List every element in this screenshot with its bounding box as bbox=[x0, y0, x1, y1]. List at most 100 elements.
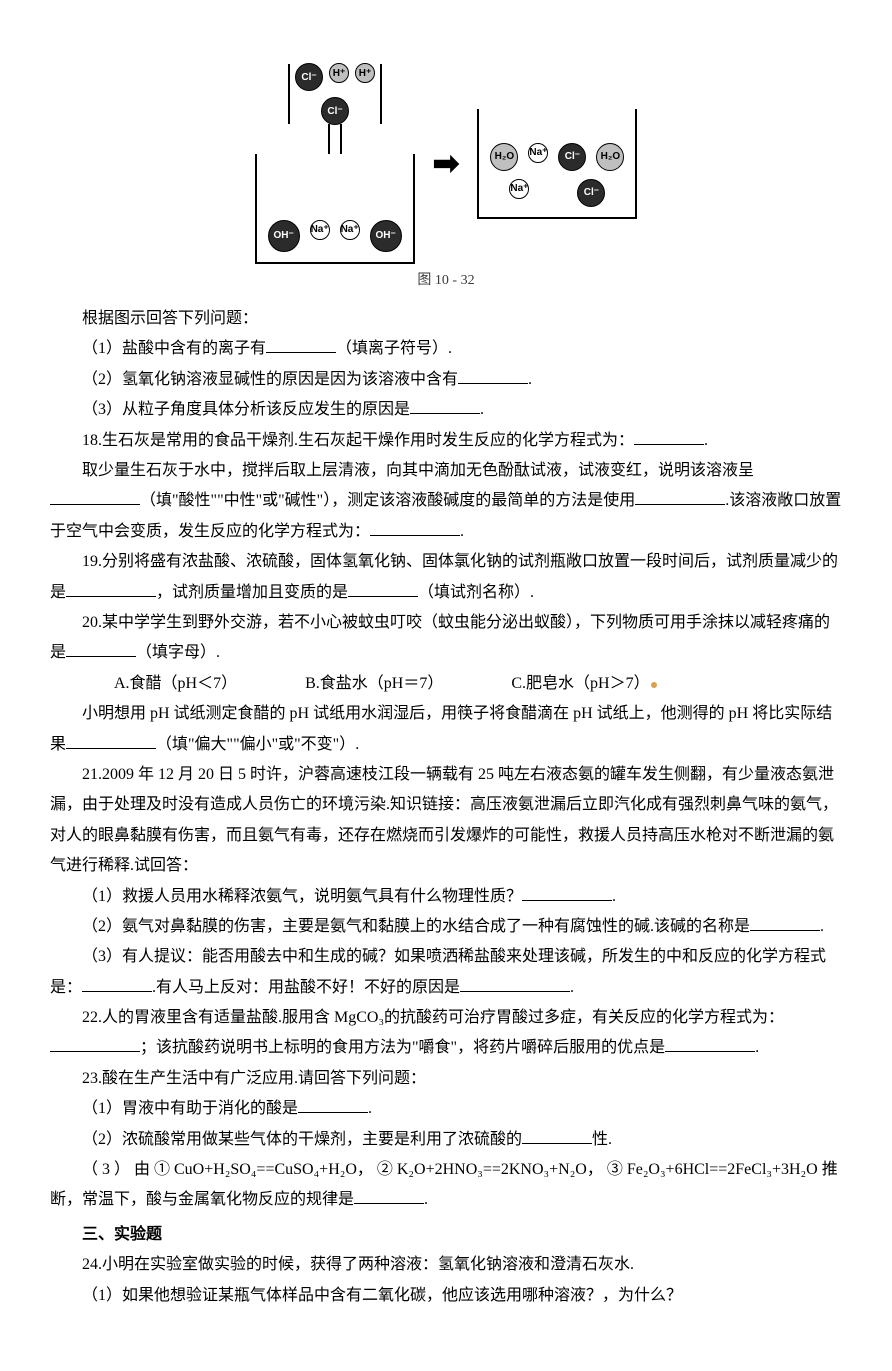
q18-2a: 取少量生石灰于水中，搅拌后取上层清液，向其中滴加无色酚酞试液，试液变红，说明该溶… bbox=[82, 462, 754, 479]
blank bbox=[298, 1096, 368, 1113]
ion-h2o: H₂O bbox=[596, 143, 624, 171]
ion-cl: Cl⁻ bbox=[577, 179, 605, 207]
q22-a: 22.人的胃液里含有适量盐酸.服用含 MgCO₃的抗酸药可治疗胃酸过多症，有关反… bbox=[82, 1009, 784, 1026]
ion-na: Na⁺ bbox=[310, 220, 330, 240]
q21-2: （2）氨气对鼻黏膜的伤害，主要是氨气和黏膜上的水结合成了一种有腐蚀性的碱.该碱的… bbox=[50, 912, 842, 942]
q21-3: （3）有人提议：能否用酸去中和生成的碱？如果喷洒稀盐酸来处理该碱，所发生的中和反… bbox=[50, 942, 842, 1003]
q19-c: （填试剂名称）. bbox=[418, 584, 534, 601]
blank bbox=[266, 336, 336, 353]
q17-2-b: . bbox=[528, 371, 532, 388]
blank bbox=[522, 884, 612, 901]
funnel-stem bbox=[328, 124, 342, 154]
q18-2b: （填"酸性""中性"或"碱性"），测定该溶液酸碱度的最简单的方法是使用 bbox=[140, 492, 635, 509]
ion-oh: OH⁻ bbox=[268, 220, 300, 252]
q17-1-a: （1）盐酸中含有的离子有 bbox=[82, 340, 266, 357]
q21-3c: . bbox=[570, 979, 574, 996]
blank bbox=[522, 1127, 592, 1144]
blank bbox=[50, 1035, 140, 1052]
q20-line2: 小明想用 pH 试纸测定食醋的 pH 试纸用水润湿后，用筷子将食醋滴在 pH 试… bbox=[50, 699, 842, 760]
q19-b: ，试剂质量增加且变质的是 bbox=[156, 584, 348, 601]
highlight-dot-icon bbox=[651, 682, 657, 688]
ion-cl: Cl⁻ bbox=[295, 63, 323, 91]
intro-line: 根据图示回答下列问题： bbox=[50, 304, 842, 334]
q19: 19.分别将盛有浓盐酸、浓硫酸，固体氢氧化钠、固体氯化钠的试剂瓶敞口放置一段时间… bbox=[50, 547, 842, 608]
q20-optC-text: C.肥皂水（pH＞7） bbox=[511, 675, 649, 692]
blank bbox=[458, 367, 528, 384]
ion-h: H⁺ bbox=[355, 63, 375, 83]
q20-optC: C.肥皂水（pH＞7） bbox=[479, 669, 657, 699]
q17-3-a: （3）从粒子角度具体分析该反应发生的原因是 bbox=[82, 401, 410, 418]
q18-1a: 18.生石灰是常用的食品干燥剂.生石灰起干燥作用时发生反应的化学方程式为： bbox=[82, 432, 634, 449]
q20-optA: A.食醋（pH＜7） bbox=[82, 669, 237, 699]
left-beaker: OH⁻ Na⁺ Na⁺ OH⁻ bbox=[255, 154, 415, 264]
q18-line1: 18.生石灰是常用的食品干燥剂.生石灰起干燥作用时发生反应的化学方程式为：. bbox=[50, 426, 842, 456]
blank bbox=[634, 428, 704, 445]
q22: 22.人的胃液里含有适量盐酸.服用含 MgCO₃的抗酸药可治疗胃酸过多症，有关反… bbox=[50, 1003, 842, 1064]
ion-h2o: H₂O bbox=[490, 143, 518, 171]
ion-cl: Cl⁻ bbox=[321, 97, 349, 125]
q23-2b: 性. bbox=[592, 1131, 612, 1148]
q17-3-b: . bbox=[480, 401, 484, 418]
blank bbox=[635, 488, 725, 505]
blank bbox=[50, 488, 140, 505]
q23-3: （ 3 ） 由 ① CuO+H₂SO₄==CuSO₄+H₂O， ② K₂O+2H… bbox=[50, 1155, 842, 1216]
q18-line2: 取少量生石灰于水中，搅拌后取上层清液，向其中滴加无色酚酞试液，试液变红，说明该溶… bbox=[50, 456, 842, 547]
ion-oh: OH⁻ bbox=[370, 220, 402, 252]
q20-2b: （填"偏大""偏小"或"不变"）. bbox=[156, 736, 359, 753]
ion-na: Na⁺ bbox=[509, 179, 529, 199]
q18-2d: . bbox=[460, 523, 464, 540]
q21-2b: . bbox=[820, 918, 824, 935]
q17-1-b: （填离子符号）. bbox=[336, 340, 452, 357]
figure-10-32: Cl⁻ H⁺ H⁺ Cl⁻ OH⁻ Na⁺ Na⁺ OH⁻ ➡ H₂O Na⁺ … bbox=[50, 60, 842, 264]
q23-2: （2）浓硫酸常用做某些气体的干燥剂，主要是利用了浓硫酸的 性. bbox=[50, 1125, 842, 1155]
q20-optB: B.食盐水（pH＝7） bbox=[273, 669, 443, 699]
q23-head: 23.酸在生产生活中有广泛应用.请回答下列问题： bbox=[50, 1064, 842, 1094]
figure-caption: 图 10 - 32 bbox=[50, 268, 842, 295]
left-apparatus: Cl⁻ H⁺ H⁺ Cl⁻ OH⁻ Na⁺ Na⁺ OH⁻ bbox=[255, 64, 415, 264]
q22-b: ；该抗酸药说明书上标明的食用方法为"嚼食"，将药片嚼碎后服用的优点是 bbox=[140, 1039, 665, 1056]
q17-1: （1）盐酸中含有的离子有 （填离子符号）. bbox=[50, 334, 842, 364]
q21-2a: （2）氨气对鼻黏膜的伤害，主要是氨气和黏膜上的水结合成了一种有腐蚀性的碱.该碱的… bbox=[82, 918, 750, 935]
q17-2-a: （2）氢氧化钠溶液显碱性的原因是因为该溶液中含有 bbox=[82, 371, 458, 388]
q22-c: . bbox=[755, 1039, 759, 1056]
q18-1b: . bbox=[704, 432, 708, 449]
blank bbox=[410, 397, 480, 414]
blank bbox=[66, 732, 156, 749]
reaction-arrow: ➡ bbox=[433, 133, 460, 194]
blank bbox=[460, 975, 570, 992]
q21-1: （1）救援人员用水稀释浓氨气，说明氨气具有什么物理性质？. bbox=[50, 882, 842, 912]
q23-2a: （2）浓硫酸常用做某些气体的干燥剂，主要是利用了浓硫酸的 bbox=[82, 1131, 522, 1148]
ion-na: Na⁺ bbox=[340, 220, 360, 240]
q23-1: （1）胃液中有助于消化的酸是. bbox=[50, 1094, 842, 1124]
blank bbox=[82, 975, 152, 992]
q21-1b: . bbox=[612, 888, 616, 905]
right-beaker: H₂O Na⁺ Cl⁻ H₂O Na⁺ Cl⁻ bbox=[477, 109, 637, 219]
q24-1: （1）如果他想验证某瓶气体样品中含有二氧化碳，他应该选用哪种溶液？，为什么？ bbox=[50, 1281, 842, 1311]
q17-3: （3）从粒子角度具体分析该反应发生的原因是. bbox=[50, 395, 842, 425]
blank bbox=[66, 580, 156, 597]
funnel: Cl⁻ H⁺ H⁺ Cl⁻ bbox=[288, 64, 382, 124]
q20-line1: 20.某中学学生到野外交游，若不小心被蚊虫叮咬（蚊虫能分泌出蚁酸），下列物质可用… bbox=[50, 608, 842, 669]
q17-2: （2）氢氧化钠溶液显碱性的原因是因为该溶液中含有. bbox=[50, 365, 842, 395]
blank bbox=[370, 519, 460, 536]
section-3-heading: 三、实验题 bbox=[50, 1220, 842, 1250]
ion-cl: Cl⁻ bbox=[558, 143, 586, 171]
blank bbox=[66, 640, 136, 657]
q21-body: 21.2009 年 12 月 20 日 5 时许，沪蓉高速枝江段一辆载有 25 … bbox=[50, 760, 842, 882]
blank bbox=[665, 1035, 755, 1052]
q20-options: A.食醋（pH＜7） B.食盐水（pH＝7） C.肥皂水（pH＞7） bbox=[50, 669, 842, 699]
blank bbox=[348, 580, 418, 597]
q20-1b: （填字母）. bbox=[136, 644, 220, 661]
q23-3b: . bbox=[424, 1191, 428, 1208]
q23-3a: （ 3 ） 由 ① CuO+H₂SO₄==CuSO₄+H₂O， ② K₂O+2H… bbox=[50, 1161, 838, 1208]
blank bbox=[354, 1187, 424, 1204]
ion-na: Na⁺ bbox=[528, 143, 548, 163]
diagram-container: Cl⁻ H⁺ H⁺ Cl⁻ OH⁻ Na⁺ Na⁺ OH⁻ ➡ H₂O Na⁺ … bbox=[255, 64, 638, 264]
q21-3b: .有人马上反对：用盐酸不好！不好的原因是 bbox=[152, 979, 460, 996]
q23-1a: （1）胃液中有助于消化的酸是 bbox=[82, 1100, 298, 1117]
q21-1a: （1）救援人员用水稀释浓氨气，说明氨气具有什么物理性质？ bbox=[82, 888, 522, 905]
ion-h: H⁺ bbox=[329, 63, 349, 83]
q24-head: 24.小明在实验室做实验的时候，获得了两种溶液：氢氧化钠溶液和澄清石灰水. bbox=[50, 1250, 842, 1280]
blank bbox=[750, 914, 820, 931]
q23-1b: . bbox=[368, 1100, 372, 1117]
